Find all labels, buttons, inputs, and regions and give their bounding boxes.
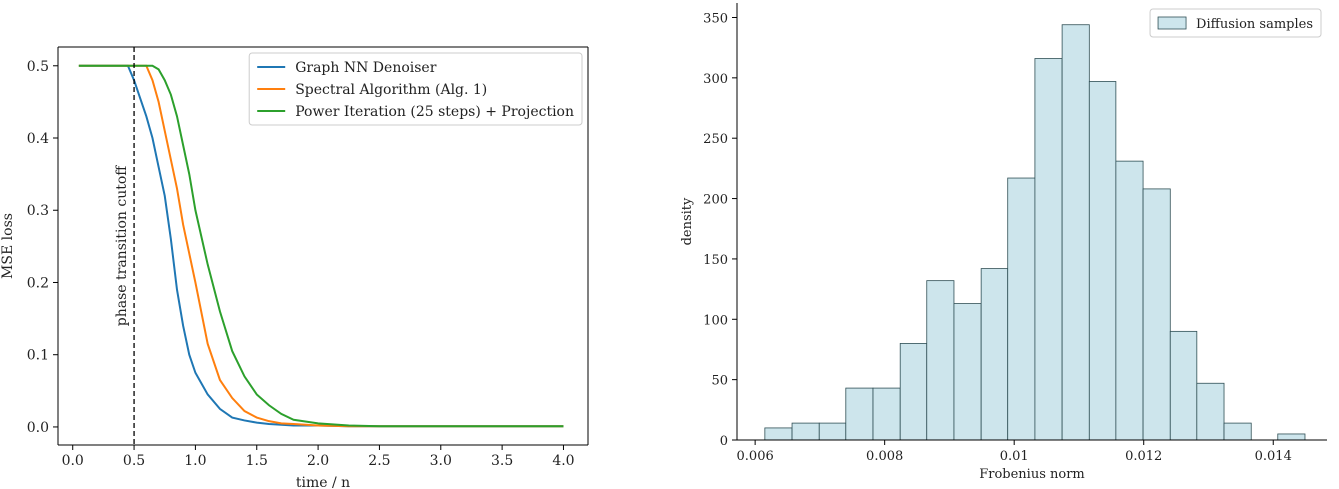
histogram-bar (1277, 433, 1306, 441)
x-tick-label: 0.006 (737, 449, 774, 464)
x-axis-label: Frobenius norm (979, 467, 1085, 482)
y-tick-label: 0.2 (27, 275, 49, 291)
chart: 0.006 0.008 0.01 0.012 0.014 0 50 100 150 200 250 3… (680, 3, 1327, 482)
y-axis-label: MSE loss (0, 213, 16, 279)
histogram-bar (1088, 81, 1117, 441)
y-tick-label: 100 (703, 313, 728, 328)
y-tick-label: 0.4 (27, 131, 49, 147)
x-tick-label: 3.5 (491, 453, 513, 469)
histogram-bar (980, 268, 1009, 441)
y-tick-label: 0.3 (27, 203, 49, 219)
histogram-bar (1223, 422, 1252, 441)
y-tick-label: 350 (703, 11, 728, 26)
histogram-bar (953, 303, 982, 441)
x-tick-label: 0.0 (62, 453, 84, 469)
x-tick-label: 2.0 (307, 453, 329, 469)
legend: Graph NN Denoiser Spectral Algorithm (Alg… (248, 52, 583, 126)
histogram-bar (1196, 382, 1225, 441)
x-tick-label: 0.014 (1255, 449, 1292, 464)
legend: Diffusion samples (1149, 8, 1322, 38)
histogram-bar (1115, 160, 1144, 441)
legend-label: Graph NN Denoiser (295, 60, 437, 76)
x-tick-label: 3.0 (430, 453, 452, 469)
y-tick-label: 200 (703, 193, 728, 208)
x-tick-label: 0.01 (1000, 449, 1029, 464)
histogram-bar (764, 427, 793, 441)
chart: phase transition cutoff 0.0 0.5 1.0 1.5 2.0 2.… (0, 46, 589, 489)
y-tick-label: 150 (703, 253, 728, 268)
x-tick-label: 0.008 (866, 449, 903, 464)
histogram-bar (1007, 177, 1036, 441)
histogram-bar (1034, 58, 1063, 441)
x-tick-label: 2.5 (368, 453, 390, 469)
y-tick-label: 0.5 (27, 59, 49, 75)
histogram-bar (899, 343, 928, 441)
y-tick-label: 50 (711, 374, 728, 389)
x-tick-label: 1.5 (246, 453, 268, 469)
histogram-bar (1142, 188, 1171, 441)
legend-label: Spectral Algorithm (Alg. 1) (295, 82, 487, 98)
histogram-bar (1169, 330, 1198, 441)
histogram-bar (872, 387, 901, 441)
histogram-bar (818, 422, 847, 441)
y-tick-label: 250 (703, 132, 728, 147)
histogram-bar (1061, 24, 1090, 441)
legend-frame (1149, 8, 1322, 38)
histogram-bar (791, 422, 820, 441)
histogram-bar (845, 387, 874, 441)
legend-label: Power Iteration (25 steps) + Projection (295, 104, 574, 120)
x-tick-label: 0.012 (1125, 449, 1162, 464)
x-tick-label: 4.0 (552, 453, 574, 469)
x-tick-label: 1.0 (184, 453, 206, 469)
y-tick-label: 0.0 (27, 420, 49, 436)
legend-swatch (1157, 16, 1187, 30)
x-axis-label: time / n (296, 475, 350, 489)
histogram-bar (926, 280, 955, 441)
x-tick-label: 0.5 (123, 453, 145, 469)
line-series (78, 64, 564, 428)
annotation: phase transition cutoff (114, 165, 130, 327)
legend-frame (248, 52, 583, 126)
y-tick-label: 300 (703, 72, 728, 87)
y-tick-label: 0 (720, 434, 728, 449)
legend-label: Diffusion samples (1196, 17, 1313, 32)
y-axis-label: density (680, 197, 695, 245)
y-tick-label: 0.1 (27, 348, 49, 364)
